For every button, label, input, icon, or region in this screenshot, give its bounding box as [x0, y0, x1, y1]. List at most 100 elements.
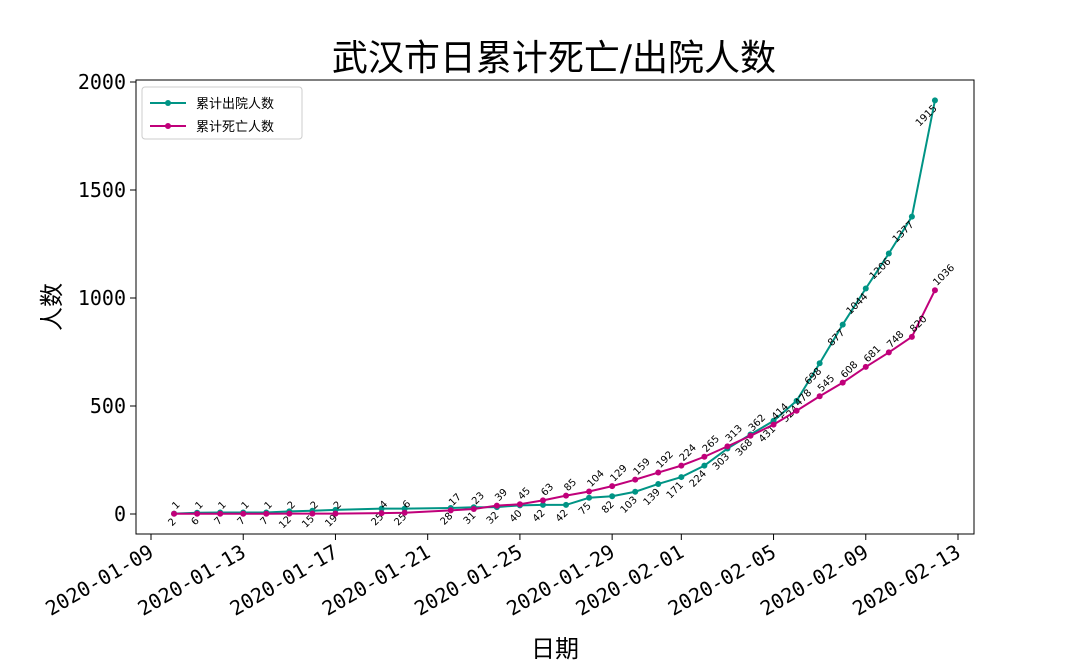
data-point: [378, 510, 385, 517]
data-label: 85: [562, 477, 579, 494]
data-point: [931, 287, 938, 294]
data-label: 82: [600, 499, 617, 516]
data-label: 42: [531, 508, 548, 525]
legend-marker: [165, 123, 171, 129]
y-axis-label: 人数: [38, 283, 66, 331]
data-label: 1206: [868, 256, 894, 282]
data-label: 1915: [914, 103, 940, 129]
data-point: [701, 453, 708, 460]
data-point: [378, 505, 385, 512]
data-point: [908, 213, 915, 220]
data-point: [655, 469, 662, 476]
data-point: [816, 360, 823, 367]
data-label: 608: [839, 360, 860, 381]
data-label: 7: [236, 515, 248, 527]
data-label: 103: [619, 495, 640, 516]
data-point: [309, 510, 316, 517]
data-label: 75: [577, 501, 594, 518]
data-label: 368: [734, 437, 755, 458]
data-label: 1377: [891, 219, 917, 245]
data-label: 2: [166, 516, 178, 528]
data-point: [701, 462, 708, 469]
data-point: [586, 494, 593, 501]
data-label: 1: [170, 500, 182, 512]
data-label: 265: [701, 434, 722, 455]
data-label: 39: [493, 487, 510, 504]
data-label: 313: [724, 423, 745, 444]
x-axis-label: 日期: [531, 635, 579, 663]
data-point: [793, 407, 800, 414]
data-point: [770, 421, 777, 428]
series-deaths: 1 1 1 1 1 2 2 2 4 6 17 23 39 45 63 85 104 129 159 192 224 265…: [170, 263, 957, 517]
data-point: [493, 502, 500, 509]
data-point: [931, 97, 938, 104]
legend-label: 累计出院人数: [196, 97, 274, 112]
data-point: [724, 443, 731, 450]
data-label: 171: [665, 480, 686, 501]
y-tick-label: 1000: [78, 286, 126, 310]
data-label: 1036: [931, 263, 957, 289]
data-point: [655, 480, 662, 487]
data-label: 1: [217, 500, 229, 512]
data-point: [516, 501, 523, 508]
data-label: 1: [263, 500, 275, 512]
data-point: [839, 321, 846, 328]
data-label: 32: [485, 510, 502, 527]
data-point: [401, 505, 408, 512]
data-label: 7: [259, 515, 271, 527]
data-label: 15: [300, 514, 317, 531]
data-label: 12: [277, 514, 294, 531]
series-line: [174, 289, 936, 515]
data-point: [632, 488, 639, 495]
data-point: [862, 285, 869, 292]
y-tick-label: 0: [114, 502, 126, 526]
legend-label: 累计死亡人数: [196, 120, 274, 135]
data-point: [862, 363, 869, 370]
data-label: 42: [554, 508, 571, 525]
data-point: [332, 510, 339, 517]
data-label: 45: [516, 486, 533, 503]
data-label: 104: [585, 468, 606, 489]
data-point: [563, 492, 570, 499]
data-point: [171, 510, 178, 517]
data-point: [609, 483, 616, 490]
data-point: [286, 510, 293, 517]
data-label: 63: [539, 482, 556, 499]
data-point: [609, 493, 616, 500]
data-point: [563, 501, 570, 508]
y-tick-label: 500: [90, 394, 126, 418]
data-point: [839, 379, 846, 386]
data-label: 7: [213, 515, 225, 527]
data-label: 1: [193, 500, 205, 512]
data-point: [816, 393, 823, 400]
plot-area: 2 6 7 7 7 12 15 19 25 25 28 31 32 40 42 42 75 82 103 139 171…: [166, 97, 957, 531]
data-label: 40: [508, 508, 525, 525]
legend-marker: [165, 100, 171, 106]
data-point: [217, 510, 224, 517]
data-label: 681: [862, 344, 883, 365]
y-tick-label: 2000: [78, 70, 126, 94]
series-discharged: 2 6 7 7 7 12 15 19 25 25 28 31 32 40 42 42 75 82 103 139 171…: [166, 97, 940, 531]
data-point: [632, 476, 639, 483]
data-point: [885, 349, 892, 356]
data-label: 6: [189, 516, 201, 528]
data-point: [263, 510, 270, 517]
data-point: [539, 501, 546, 508]
data-label: 1044: [845, 291, 871, 317]
data-point: [194, 510, 201, 517]
data-point: [747, 432, 754, 439]
plot-frame: [135, 79, 975, 535]
y-tick-label: 1500: [78, 178, 126, 202]
data-label: 1: [240, 500, 252, 512]
data-point: [678, 462, 685, 469]
data-label: 478: [793, 388, 814, 409]
data-label: 31: [462, 510, 479, 527]
data-point: [447, 507, 454, 514]
data-point: [586, 488, 593, 495]
data-label: 748: [885, 329, 906, 350]
data-label: 820: [908, 314, 929, 335]
axes: 05001000150020002020-01-092020-01-132020…: [41, 70, 964, 621]
data-point: [908, 333, 915, 340]
